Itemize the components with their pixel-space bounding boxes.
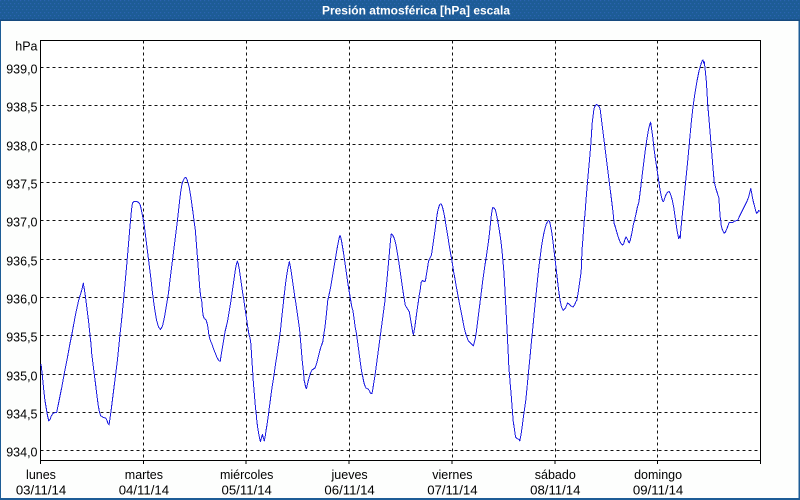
svg-text:sábado: sábado: [535, 468, 576, 482]
svg-text:08/11/14: 08/11/14: [530, 483, 580, 498]
svg-text:935,5: 935,5: [6, 331, 37, 345]
svg-text:04/11/14: 04/11/14: [119, 483, 169, 498]
svg-text:06/11/14: 06/11/14: [324, 483, 374, 498]
svg-text:937,0: 937,0: [6, 216, 37, 230]
svg-text:03/11/14: 03/11/14: [16, 483, 66, 498]
svg-text:934,5: 934,5: [6, 408, 37, 422]
svg-text:934,0: 934,0: [6, 446, 37, 460]
svg-text:viernes: viernes: [432, 468, 472, 482]
svg-text:938,5: 938,5: [6, 101, 37, 115]
svg-text:martes: martes: [125, 468, 163, 482]
svg-text:05/11/14: 05/11/14: [222, 483, 272, 498]
svg-text:jueves: jueves: [331, 468, 368, 482]
svg-text:07/11/14: 07/11/14: [427, 483, 477, 498]
svg-text:09/11/14: 09/11/14: [633, 483, 683, 498]
svg-text:935,0: 935,0: [6, 370, 37, 384]
svg-text:937,5: 937,5: [6, 178, 37, 192]
svg-text:domingo: domingo: [634, 468, 682, 482]
svg-text:938,0: 938,0: [6, 140, 37, 154]
svg-text:hPa: hPa: [15, 40, 37, 54]
svg-text:939,0: 939,0: [6, 63, 37, 77]
svg-text:936,0: 936,0: [6, 293, 37, 307]
svg-text:936,5: 936,5: [6, 255, 37, 269]
svg-text:lunes: lunes: [26, 468, 56, 482]
svg-text:miércoles: miércoles: [220, 468, 274, 482]
svg-text:Presión atmosférica [hPa] esca: Presión atmosférica [hPa] escala: [322, 3, 510, 17]
